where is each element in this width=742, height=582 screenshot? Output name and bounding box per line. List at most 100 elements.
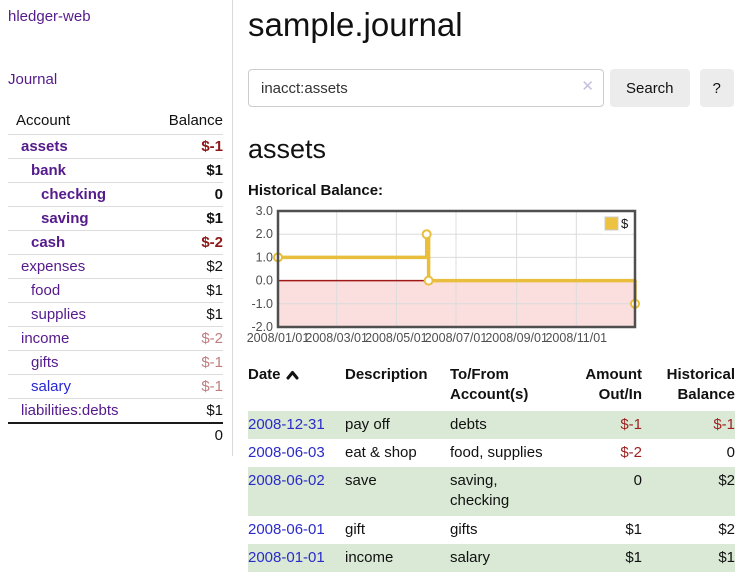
transaction-amount: $-2	[620, 443, 642, 461]
sidebar-account-link[interactable]: cash	[31, 234, 66, 251]
sidebar-account-link[interactable]: bank	[31, 162, 67, 179]
transaction-amount: 0	[633, 472, 642, 489]
sidebar-account-balance: $1	[152, 302, 223, 327]
transaction-date-link[interactable]: 2008-06-02	[248, 472, 325, 489]
page-title: sample.journal	[248, 6, 463, 43]
register-row: 2008-01-01 income salary $1 $1	[248, 543, 735, 572]
sidebar-account-link[interactable]: gifts	[31, 354, 59, 371]
sidebar-account-balance: $-2	[152, 326, 223, 351]
register-col-header: Amount Out/In	[585, 366, 642, 404]
sidebar-account-balance: $-1	[152, 350, 223, 375]
sidebar-account-balance: $2	[152, 254, 223, 279]
transaction-accounts: saving, checking	[450, 472, 510, 510]
sidebar-account-row: saving $1	[8, 206, 223, 231]
sidebar-account-link[interactable]: assets	[21, 138, 68, 155]
register-row: 2008-06-01 gift gifts $1 $2	[248, 516, 735, 544]
sidebar-account-row: liabilities:debts $1	[8, 398, 223, 423]
sidebar-account-row: supplies $1	[8, 302, 223, 327]
transaction-description: income	[345, 548, 394, 566]
transaction-description: eat & shop	[345, 443, 417, 461]
transaction-accounts: food, supplies	[450, 443, 543, 461]
svg-text:-1.0: -1.0	[251, 297, 273, 311]
transaction-date-link[interactable]: 2008-01-01	[248, 548, 325, 566]
search-form: ✕ Search ?	[248, 69, 735, 107]
sidebar-account-balance: $-1	[152, 374, 223, 399]
sidebar-account-balance: 0	[152, 182, 223, 207]
sidebar-account-balance: $1	[152, 278, 223, 303]
transaction-description: gift	[345, 520, 366, 538]
transaction-amount: $-1	[620, 415, 642, 433]
svg-text:-2.0: -2.0	[251, 320, 273, 334]
transaction-balance: $1	[718, 548, 735, 566]
svg-text:3.0: 3.0	[256, 204, 273, 218]
transaction-balance: $2	[718, 520, 735, 538]
svg-text:2008/07/01: 2008/07/01	[425, 331, 488, 345]
transaction-accounts: debts	[450, 415, 487, 433]
sidebar-account-link[interactable]: saving	[41, 210, 89, 227]
sidebar-account-row: assets $-1	[8, 134, 223, 159]
chart-canvas: $3.0 2.0 1.0 0.0 -1.0 -2.02008/01/012008/03/0…	[247, 204, 640, 345]
svg-text:2008/01/01: 2008/01/01	[247, 331, 310, 345]
sidebar-col-balance: Balance	[168, 112, 223, 129]
search-box: ✕	[248, 69, 604, 107]
search-button[interactable]: Search	[610, 69, 690, 107]
register-col-header: Description	[345, 366, 428, 383]
svg-text:2.0: 2.0	[256, 227, 273, 241]
sidebar-account-balance: $-1	[152, 134, 223, 159]
svg-text:2008/11/01: 2008/11/01	[545, 331, 607, 345]
svg-text:2008/05/01: 2008/05/01	[365, 331, 428, 345]
sidebar-account-link[interactable]: income	[21, 330, 70, 347]
register-col-header: To/From Account(s)	[450, 366, 529, 404]
sidebar-account-link[interactable]: salary	[31, 378, 72, 395]
sidebar-account-link[interactable]: liabilities:debts	[21, 402, 119, 419]
transaction-amount: $1	[625, 520, 642, 538]
sidebar-account-row: food $1	[8, 278, 223, 303]
sidebar-account-link[interactable]: supplies	[31, 306, 87, 323]
transaction-balance: $2	[718, 472, 735, 489]
transaction-date-link[interactable]: 2008-06-01	[248, 520, 325, 538]
sidebar-account-link[interactable]: checking	[41, 186, 107, 203]
sidebar-accounts-body: assets $-1 bank $1 checking 0 saving $1 cash $-2 e…	[8, 134, 223, 447]
register-col-header[interactable]: Date	[248, 363, 345, 411]
sidebar-account-row: checking 0	[8, 182, 223, 207]
transaction-description: pay off	[345, 415, 390, 433]
transaction-balance: 0	[726, 443, 735, 461]
sidebar-account-balance: $1	[152, 206, 223, 231]
clear-search-icon[interactable]: ✕	[581, 78, 594, 95]
sidebar-accounts-table: Account Balance assets $-1 bank $1 checking 0…	[8, 108, 223, 447]
transaction-description: save	[345, 472, 377, 489]
help-button[interactable]: ?	[699, 69, 734, 107]
search-input[interactable]	[248, 69, 604, 107]
sidebar-account-row: gifts $-1	[8, 350, 223, 375]
svg-text:1.0: 1.0	[256, 250, 273, 264]
historical-balance-chart: $3.0 2.0 1.0 0.0 -1.0 -2.0 2008/01/01 2008/03/0…	[247, 204, 735, 347]
register-row: 2008-06-03 eat & shop food, supplies $-2 0	[248, 439, 735, 467]
sidebar-account-row: expenses $2	[8, 254, 223, 279]
transaction-date-link[interactable]: 2008-06-03	[248, 443, 325, 461]
brand-link[interactable]: hledger-web	[8, 8, 91, 25]
transaction-accounts: salary	[450, 548, 491, 566]
register-body: 2008-12-31 pay off debts $-1 $-1 2008-06-03 ea…	[248, 410, 735, 572]
main-content: sample.journal ✕ Search ? assets Histori…	[233, 0, 735, 572]
sidebar-account-row: bank $1	[8, 158, 223, 183]
sidebar-item-journal[interactable]: Journal	[8, 71, 58, 88]
transaction-date-link[interactable]: 2008-12-31	[248, 415, 325, 433]
sidebar-col-account: Account	[16, 112, 71, 129]
sidebar-account-link[interactable]: food	[31, 282, 61, 299]
account-title: assets	[248, 134, 327, 164]
transaction-accounts: gifts	[450, 520, 478, 538]
register-header-row: Date Description To/From Account(s) Amount Ou…	[248, 363, 735, 411]
sidebar-account-row: cash $-2	[8, 230, 223, 255]
transaction-balance: $-1	[713, 415, 735, 433]
sidebar-account-link[interactable]: expenses	[21, 258, 86, 275]
sidebar: hledger-web Journal Account Balance asse…	[0, 0, 233, 456]
svg-text:2008/03/01: 2008/03/01	[305, 331, 368, 345]
register-row: 2008-12-31 pay off debts $-1 $-1	[248, 410, 735, 439]
sidebar-account-row: income $-2	[8, 326, 223, 351]
sidebar-account-balance: $1	[152, 398, 223, 423]
register-col-header: Historical Balance	[666, 366, 735, 404]
sidebar-account-balance: $-2	[152, 230, 223, 255]
sidebar-total-row: 0	[8, 422, 223, 447]
chart-heading: Historical Balance:	[248, 182, 384, 199]
